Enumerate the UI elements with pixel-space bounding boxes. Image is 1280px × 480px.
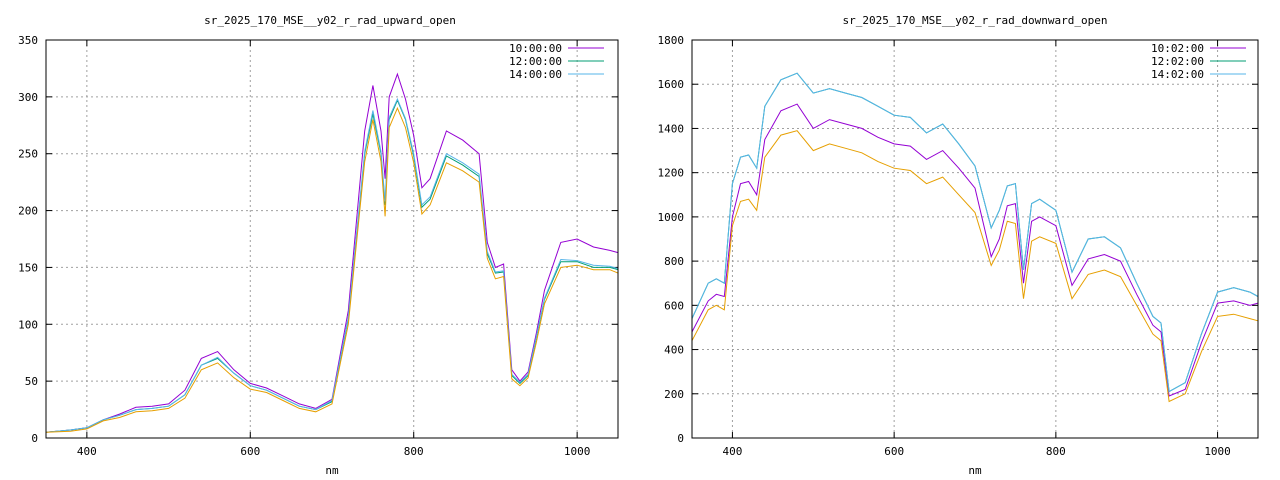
y-tick-label: 0 [677,432,684,445]
series-line-0 [691,103,1259,397]
legend-label: 12:02:00 [1151,55,1204,68]
y-tick-label: 150 [18,261,38,274]
legend-label: 14:02:00 [1151,68,1204,81]
x-tick-label: 600 [884,445,904,458]
series-line-1 [45,99,619,433]
y-tick-label: 350 [18,34,38,47]
y-tick-label: 250 [18,148,38,161]
series-line-3 [691,130,1259,403]
y-tick-label: 600 [664,299,684,312]
y-tick-label: 800 [664,255,684,268]
legend-label: 10:00:00 [509,42,562,55]
x-axis-label: nm [968,464,982,477]
y-tick-label: 1000 [658,211,685,224]
y-tick-label: 200 [664,388,684,401]
chart-title: sr_2025_170_MSE__y02_r_rad_downward_open [843,14,1108,27]
upward-radiance-chart: sr_2025_170_MSE__y02_r_rad_upward_open 0 5… [18,14,619,477]
y-tick-label: 100 [18,318,38,331]
series-line-1 [691,72,1259,393]
series-line-3 [45,106,619,433]
x-tick-label: 600 [240,445,260,458]
chart-title: sr_2025_170_MSE__y02_r_rad_upward_open [204,14,456,27]
y-tick-label: 1800 [658,34,685,47]
y-tick-label: 0 [31,432,38,445]
y-tick-label: 1400 [658,122,685,135]
plot-frame [45,39,619,439]
y-tick-label: 1200 [658,167,685,180]
y-tick-label: 200 [18,205,38,218]
y-tick-label: 300 [18,91,38,104]
legend-label: 10:02:00 [1151,42,1204,55]
x-tick-label: 1000 [1204,445,1231,458]
series-line-2 [691,72,1259,393]
x-axis-label: nm [325,464,339,477]
legend-label: 14:00:00 [509,68,562,81]
x-tick-label: 800 [404,445,424,458]
downward-radiance-chart: sr_2025_170_MSE__y02_r_rad_downward_open… [658,14,1259,477]
x-tick-label: 800 [1046,445,1066,458]
y-tick-label: 50 [25,375,38,388]
series-line-2 [45,97,619,433]
x-tick-label: 1000 [564,445,591,458]
x-tick-label: 400 [722,445,742,458]
plot-frame [691,39,1259,439]
x-tick-label: 400 [77,445,97,458]
y-tick-label: 400 [664,344,684,357]
legend-label: 12:00:00 [509,55,562,68]
y-tick-label: 1600 [658,78,685,91]
series-line-0 [45,72,619,433]
